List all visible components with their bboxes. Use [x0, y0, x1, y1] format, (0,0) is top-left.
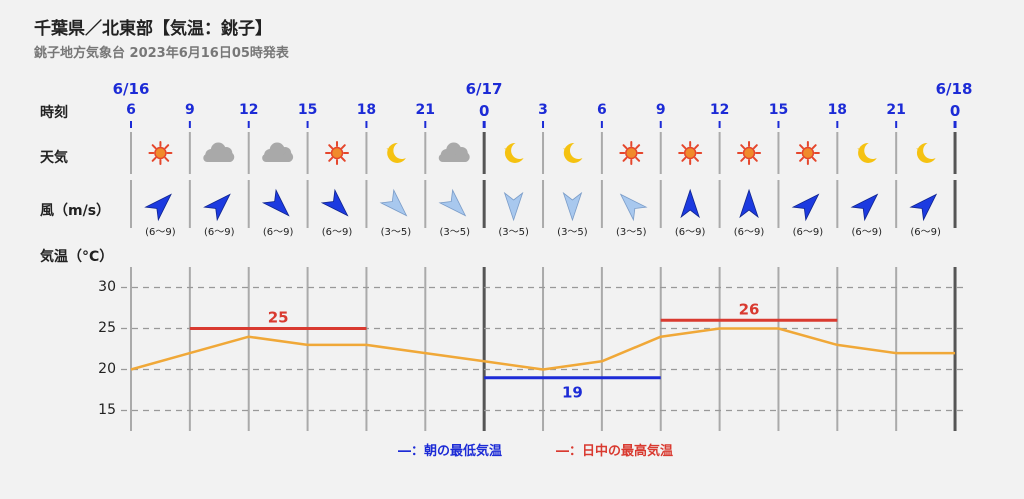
svg-text:★: ★ [386, 145, 393, 154]
wind-speed-label: (6〜9) [321, 227, 353, 238]
hour-label: 0 [478, 102, 490, 120]
wind-arrow-icon [739, 188, 759, 219]
sun-icon [148, 141, 173, 165]
hour-label: 12 [238, 102, 259, 118]
wind-arrow-icon [503, 191, 524, 222]
wind-arrow-icon [909, 193, 938, 222]
hour-label: 15 [768, 102, 789, 118]
date-label-0618: 6/18 [935, 80, 973, 98]
wind-speed-label: (3〜5) [439, 227, 470, 238]
wind-speed-label: (3〜5) [557, 227, 588, 238]
svg-text:★: ★ [916, 145, 923, 154]
y-tick-label: 20 [98, 360, 116, 377]
moon-icon: ★ [857, 142, 877, 163]
wind-arrow-icon [562, 191, 583, 222]
sun-icon [737, 141, 762, 165]
wind-speed-label: (6〜9) [204, 227, 235, 238]
wind-arrow-icon [680, 188, 700, 219]
wind-speed-label: (6〜9) [910, 227, 941, 238]
max-temp-label: 25 [268, 309, 289, 327]
wind-speed-label: (3〜5) [616, 227, 647, 238]
moon-icon: ★ [386, 142, 406, 163]
hour-label: 21 [415, 102, 436, 118]
min-temp-label: 19 [562, 384, 583, 402]
date-label-0617: 6/17 [465, 80, 503, 98]
hour-label: 6 [597, 102, 607, 118]
wind-speed-label: (6〜9) [145, 227, 176, 238]
wind-speed-label: (6〜9) [851, 227, 883, 238]
wind-arrow-icon [619, 193, 648, 222]
hour-label: 18 [827, 102, 848, 118]
wind-arrow-icon [320, 188, 349, 217]
wind-speed-label: (3〜5) [498, 227, 529, 238]
y-tick-label: 30 [98, 278, 116, 295]
moon-icon: ★ [504, 142, 524, 163]
date-label-0616: 6/16 [112, 80, 150, 98]
temperature-line [130, 327, 956, 371]
wind-speed-label: (6〜9) [733, 227, 765, 238]
hour-label: 9 [184, 102, 195, 118]
legend-min-temp: ―：朝の最低気温 [398, 444, 503, 459]
moon-icon: ★ [562, 142, 583, 163]
page-title: 千葉県／北東部【気温：銚子】 [34, 19, 272, 39]
cloud-icon [203, 142, 235, 162]
wind-arrow-icon [261, 188, 290, 217]
sun-icon [795, 141, 820, 165]
hour-label: 3 [538, 102, 548, 118]
page-subtitle: 銚子地方気象台 2023年6月16日05時発表 [34, 46, 289, 61]
svg-text:★: ★ [562, 145, 569, 154]
hour-label: 0 [949, 102, 961, 120]
temp-row-label: 気温（°C） [40, 249, 114, 265]
wind-arrow-icon [379, 188, 408, 217]
hour-label: 12 [709, 102, 730, 118]
wind-speed-label: (6〜9) [674, 227, 706, 238]
hour-label: 21 [886, 102, 906, 118]
moon-icon: ★ [916, 142, 936, 163]
wind-arrow-icon [144, 193, 172, 222]
weather-row-label: 天気 [40, 150, 68, 166]
hour-label: 18 [356, 102, 377, 118]
wind-arrow-icon [791, 193, 820, 222]
wind-row-label: 風（m/s） [40, 203, 111, 219]
wind-arrow-icon [203, 193, 231, 222]
wind-speed-label: (6〜9) [262, 227, 294, 238]
svg-text:★: ★ [504, 145, 511, 154]
y-tick-label: 15 [98, 401, 116, 418]
sun-icon [325, 141, 350, 165]
hour-label: 15 [297, 102, 318, 118]
hour-label: 9 [655, 102, 666, 118]
y-tick-label: 25 [98, 319, 116, 336]
wind-speed-label: (3〜5) [380, 227, 412, 238]
hour-label: 6 [126, 102, 136, 118]
svg-text:★: ★ [857, 145, 864, 154]
wind-speed-label: (6〜9) [792, 227, 824, 238]
sun-icon [678, 141, 703, 165]
max-temp-label: 26 [739, 300, 760, 318]
time-row-label: 時刻 [40, 105, 68, 121]
cloud-icon [438, 142, 470, 162]
legend-max-temp: ―：日中の最高気温 [556, 444, 674, 459]
wind-arrow-icon [438, 188, 467, 217]
sun-icon [619, 141, 644, 165]
wind-arrow-icon [850, 193, 879, 222]
cloud-icon [262, 142, 294, 162]
